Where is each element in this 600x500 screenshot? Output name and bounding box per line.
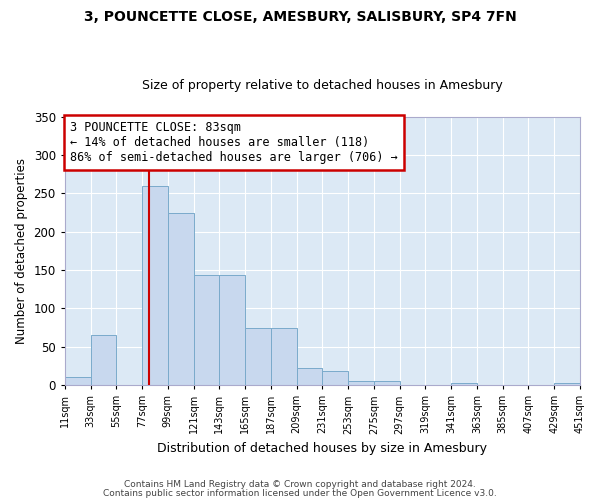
Text: Contains HM Land Registry data © Crown copyright and database right 2024.: Contains HM Land Registry data © Crown c… [124,480,476,489]
Bar [451,383,477,385]
Bar [91,336,116,385]
Bar [65,378,91,385]
Bar [168,212,194,385]
Bar [554,383,580,385]
Y-axis label: Number of detached properties: Number of detached properties [15,158,28,344]
Text: 3, POUNCETTE CLOSE, AMESBURY, SALISBURY, SP4 7FN: 3, POUNCETTE CLOSE, AMESBURY, SALISBURY,… [83,10,517,24]
Bar [194,276,220,385]
Bar [296,368,322,385]
Bar [271,328,296,385]
Bar [245,328,271,385]
Text: Contains public sector information licensed under the Open Government Licence v3: Contains public sector information licen… [103,488,497,498]
Text: 3 POUNCETTE CLOSE: 83sqm
← 14% of detached houses are smaller (118)
86% of semi-: 3 POUNCETTE CLOSE: 83sqm ← 14% of detach… [70,121,398,164]
Title: Size of property relative to detached houses in Amesbury: Size of property relative to detached ho… [142,79,503,92]
Bar [348,382,374,385]
Bar [322,370,348,385]
Bar [374,382,400,385]
Bar [142,186,168,385]
X-axis label: Distribution of detached houses by size in Amesbury: Distribution of detached houses by size … [157,442,487,455]
Bar [220,276,245,385]
